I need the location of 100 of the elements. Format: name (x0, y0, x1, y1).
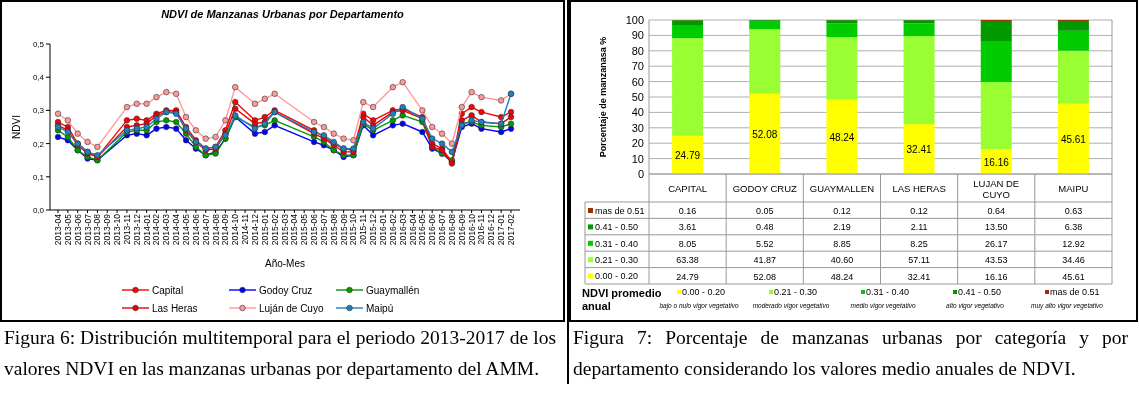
y-tick-label: 0,0 (32, 206, 45, 215)
x-tick-label: 2016-12 (486, 213, 497, 246)
x-tick-label: 2014-11 (240, 213, 251, 245)
legend-label: 0.41 - 0.50 (595, 222, 639, 233)
data-label: 2.11 (910, 222, 928, 233)
x-tick-label: 2016-02 (387, 213, 398, 246)
data-label: 2.19 (833, 222, 851, 233)
text: 0.41 - 0.50 (958, 287, 1002, 297)
y-tick-label: 0,3 (32, 106, 45, 116)
text: 32.41 (906, 144, 932, 156)
x-tick-label: 2013-07 (82, 213, 93, 246)
x-tick-label: 2014-10 (230, 213, 241, 246)
data-label: 57.11 (908, 255, 931, 266)
data-label: 0.63 (1064, 206, 1083, 216)
x-tick-label: 2015-06 (309, 213, 320, 246)
text: Figura 7: Porcentaje de manzanas urbanas por categoría y por departamento considerando los valores medio anuales de NDVI. (572, 326, 1129, 381)
y-tick-label: 90 (631, 29, 644, 42)
x-tick-label: 2016-01 (377, 213, 388, 246)
legend-label: Guaymallén (366, 285, 420, 296)
x-tick-label: 2015-08 (328, 213, 339, 246)
x-tick-label: 2015-03 (279, 213, 290, 246)
y-tick-label: 0,5 (32, 40, 45, 49)
data-label: 32.41 (907, 271, 931, 282)
x-tick-label: 2013-06 (72, 213, 83, 246)
x-tick-label: 2014-05 (181, 213, 192, 246)
x-tick-label: 2015-11 (358, 213, 369, 245)
x-tick-label: 2017-01 (496, 213, 507, 246)
x-tick-label: 2014-04 (171, 213, 182, 246)
x-tick-label: 2015-04 (289, 213, 300, 246)
x-tick-label: 2014-01 (141, 213, 152, 246)
x-tick-label: 2014-02 (151, 213, 162, 246)
data-label: 63.38 (676, 255, 699, 266)
text: 24.79 (675, 149, 701, 161)
y-tick-label: 0,2 (32, 139, 45, 149)
x-tick-label: 2015-05 (299, 213, 310, 246)
data-label: 0.64 (987, 206, 1006, 216)
legend-label: mas de 0.51 (595, 205, 645, 216)
x-tick-label: GODOY CRUZ (732, 183, 798, 194)
data-label: 5.52 (755, 238, 774, 249)
x-tick-label: 2013-12 (131, 213, 142, 246)
data-label: 0.05 (755, 206, 774, 216)
text: Figura 6: Distribución multitemporal para el periodo 2013-2017 de los valores NDVI en las manzanas urbanas por departamento del AMM. (3, 326, 557, 381)
x-tick-label: 2014-06 (190, 213, 201, 246)
x-tick-label: 2016-11 (476, 213, 487, 245)
data-label: 0.12 (833, 206, 851, 216)
x-tick-label: 2013-10 (112, 213, 123, 246)
legend-label: Las Heras (152, 303, 198, 314)
x-tick-label: 2016-10 (466, 213, 477, 246)
chart-title: NDVI de Manzanas Urbanas por Departamento (161, 8, 405, 20)
y-tick-label: 50 (631, 91, 644, 103)
x-tick-label: 2015-01 (259, 213, 270, 246)
text: 0.00 - 0.20 (682, 287, 726, 297)
legend-label: 0.31 - 0.40 (595, 238, 639, 249)
data-label: 41.87 (753, 255, 777, 266)
y-tick-label: 70 (631, 60, 644, 73)
data-label: 8.85 (833, 238, 851, 249)
data-label: 13.50 (984, 222, 1008, 233)
x-axis-title: Año-Mes (264, 258, 306, 269)
text: 45.61 (1060, 133, 1086, 145)
legend-label: Capital (152, 285, 184, 296)
text: 48.24 (829, 131, 855, 143)
data-label: 40.60 (830, 255, 854, 266)
x-tick-label: GUAYMALLEN (809, 183, 875, 194)
data-label: 45.61 (1062, 271, 1085, 282)
data-label: 48.24 (830, 271, 854, 282)
y-tick-label: 60 (631, 75, 644, 88)
x-tick-label: CAPITAL (668, 183, 708, 194)
x-tick-label: 2013-05 (62, 213, 73, 246)
data-label: 43.53 (984, 255, 1008, 266)
y-axis-title: Porcentaje de manzanasa % (598, 36, 608, 158)
x-tick-label: 2015-02 (269, 213, 280, 246)
legend-label: Maipú (366, 303, 394, 314)
text: 0.31 - 0.40 (866, 287, 910, 297)
x-tick-label: 2014-09 (220, 213, 231, 246)
text: 16.16 (983, 156, 1009, 168)
x-tick-label: 2014-07 (200, 213, 211, 246)
x-tick-label: 2013-09 (102, 213, 113, 246)
text: 0.21 - 0.30 (774, 287, 818, 297)
text: mas de 0.51 (1050, 287, 1100, 297)
y-tick-label: 0,1 (32, 172, 45, 182)
x-tick-label: 2015-10 (348, 213, 359, 246)
y-tick-label: 0,4 (32, 73, 45, 83)
data-label: 8.25 (910, 238, 928, 249)
x-tick-label: 2015-12 (368, 213, 379, 246)
data-label: 12.92 (1062, 238, 1085, 249)
x-tick-label: 2016-04 (407, 213, 418, 246)
data-label: 52.08 (753, 271, 777, 282)
y-tick-label: 100 (625, 14, 644, 26)
data-label: 24.79 (676, 271, 699, 282)
x-tick-label: 2014-12 (249, 213, 260, 246)
x-tick-label: LAS HERAS (892, 183, 946, 194)
data-label: 0.16 (678, 206, 697, 216)
y-axis-title: NDVI (11, 115, 22, 139)
x-tick-label: 2014-08 (210, 213, 221, 246)
x-tick-label: 2013-08 (92, 213, 103, 246)
data-label: 16.16 (984, 271, 1008, 282)
x-tick-label: 2016-08 (446, 213, 457, 246)
x-tick-label: 2016-06 (427, 213, 438, 246)
legend-label: 0.21 - 0.30 (595, 255, 639, 265)
x-tick-label: MAIPU (1058, 183, 1089, 194)
